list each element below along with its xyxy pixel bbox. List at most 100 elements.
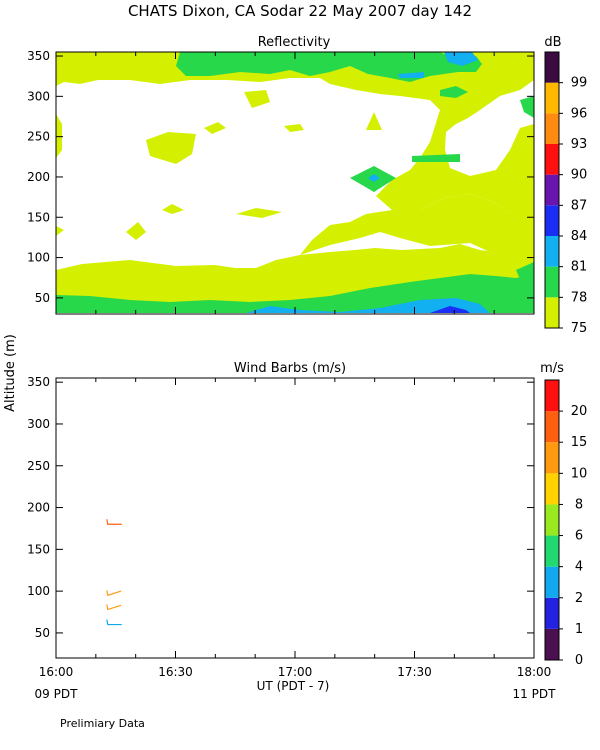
colorbar-label: 93: [571, 137, 588, 152]
reflectivity-area-75-center: [300, 194, 534, 255]
reflectivity-area-75-left: [56, 114, 62, 158]
x-tick-label: 16:30: [158, 665, 193, 679]
y-tick-label: 100: [27, 251, 50, 265]
y-tick-label: 250: [27, 130, 50, 144]
reflectivity-x-ticks: [55, 52, 535, 314]
colorbar-frame: [544, 379, 560, 661]
colorbar-swatch: [545, 628, 559, 660]
colorbar-label: 90: [571, 168, 588, 183]
colorbar-label: 2: [575, 591, 583, 606]
colorbar-label: 8: [575, 497, 583, 512]
colorbar-swatch: [545, 266, 559, 298]
y-tick-label: 350: [27, 49, 50, 63]
colorbar-swatch: [545, 236, 559, 267]
colorbar-swatch: [545, 411, 559, 443]
colorbar-swatch: [545, 473, 559, 505]
colorbar-swatch: [545, 174, 559, 206]
colorbar-label: 6: [575, 529, 583, 544]
reflectivity-y-ticks: 50 100 150 200 250 300 350: [27, 49, 534, 305]
wind-barb: [106, 590, 122, 597]
wind-barbs-marks: [106, 519, 122, 626]
preliminary-note: Prelimiary Data: [60, 717, 145, 730]
colorbar-label: 78: [571, 290, 588, 305]
y-tick-label: 100: [27, 584, 50, 598]
colorbar-swatch: [545, 380, 559, 412]
wind-barbs-plot: 50 100 150 200 250 300 350 16:00 16:30 17:00 17:3…: [27, 375, 551, 679]
right-footer: 11 PDT: [513, 687, 557, 701]
colorbar-swatch: [545, 442, 559, 474]
x-tick-label: 17:00: [278, 665, 313, 679]
reflectivity-area-75-patch3: [204, 122, 226, 134]
y-tick-label: 200: [27, 170, 50, 184]
y-tick-label: 200: [27, 501, 50, 515]
colorbar-swatch: [545, 52, 559, 83]
wind-barbs-y-ticks: 50 100 150 200 250 300 350: [27, 375, 534, 640]
reflectivity-unit: dB: [544, 35, 561, 50]
reflectivity-area-81-band: [246, 298, 490, 313]
colorbar-label: 4: [575, 560, 583, 575]
y-axis-label: Altitude (m): [3, 334, 18, 412]
reflectivity-area-84-band: [430, 306, 470, 313]
reflectivity-area-75-patch7: [162, 204, 184, 214]
colorbar-label: 87: [571, 198, 588, 213]
wind-barb: [106, 519, 122, 525]
y-tick-label: 150: [27, 542, 50, 556]
x-axis-label: UT (PDT - 7): [257, 679, 330, 693]
colorbar-label: 15: [571, 435, 588, 450]
reflectivity-area-78-edge: [516, 262, 534, 288]
reflectivity-area-75-patch1: [146, 132, 196, 164]
colorbar-swatch: [545, 566, 559, 598]
colorbar-label: 0: [575, 653, 583, 668]
colorbar-swatch: [545, 597, 559, 629]
reflectivity-area-75-patch5: [366, 112, 382, 130]
y-tick-label: 300: [27, 89, 50, 103]
reflectivity-area-75-patch8: [126, 222, 146, 240]
colorbar-label: 96: [571, 106, 588, 121]
reflectivity-area-75-patch4: [284, 124, 304, 132]
reflectivity-area-75-upper: [56, 52, 534, 214]
colorbar-label: 20: [571, 404, 588, 419]
colorbar-swatch: [545, 205, 559, 236]
wind-colorbar: 0 1 2 4 6 8 10 15 20: [544, 379, 588, 668]
y-tick-label: 50: [35, 291, 50, 305]
wind-barbs-x-ticks: 16:00 16:30 17:00 17:30 18:00: [39, 378, 552, 679]
colorbar-swatch: [545, 297, 559, 328]
reflectivity-colorbar: 75 78 81 84 87 90 93 96 99: [544, 51, 588, 336]
reflectivity-area-75-patch9: [56, 226, 64, 236]
colorbar-swatch: [545, 82, 559, 114]
reflectivity-area-81-top: [444, 52, 478, 66]
wind-barb: [106, 604, 122, 611]
reflectivity-area-78-right: [440, 86, 468, 98]
left-footer: 09 PDT: [35, 687, 79, 701]
reflectivity-area-78-right2: [520, 96, 534, 118]
colorbar-label: 10: [571, 466, 588, 481]
x-tick-label: 16:00: [39, 665, 74, 679]
colorbar-label: 1: [575, 622, 583, 637]
reflectivity-title: Reflectivity: [258, 35, 331, 50]
y-tick-label: 250: [27, 459, 50, 473]
colorbar-swatch: [545, 144, 559, 175]
colorbar-swatch: [545, 535, 559, 567]
colorbar-label: 84: [571, 229, 588, 244]
reflectivity-area-75-patch2: [244, 90, 270, 108]
colorbar-swatch: [545, 113, 559, 144]
y-tick-label: 150: [27, 210, 50, 224]
reflectivity-plot: 50 100 150 200 250 300 350: [27, 49, 535, 315]
wind-barbs-title: Wind Barbs (m/s): [234, 361, 346, 376]
y-tick-label: 350: [27, 375, 50, 389]
x-tick-label: 18:00: [517, 665, 552, 679]
x-tick-label: 17:30: [397, 665, 432, 679]
reflectivity-area-75-patch6: [236, 208, 282, 218]
reflectivity-area-78-patch: [412, 154, 460, 162]
colorbar-swatch: [545, 504, 559, 536]
colorbar-label: 75: [571, 321, 588, 336]
colorbar-frame: [544, 51, 560, 329]
figure-title: CHATS Dixon, CA Sodar 22 May 2007 day 14…: [128, 2, 472, 20]
y-tick-label: 50: [35, 626, 50, 640]
reflectivity-area-81-strip: [398, 72, 424, 78]
colorbar-label: 99: [571, 76, 588, 91]
wind-barbs-unit: m/s: [540, 361, 564, 376]
wind-barb: [106, 619, 122, 626]
y-tick-label: 300: [27, 417, 50, 431]
